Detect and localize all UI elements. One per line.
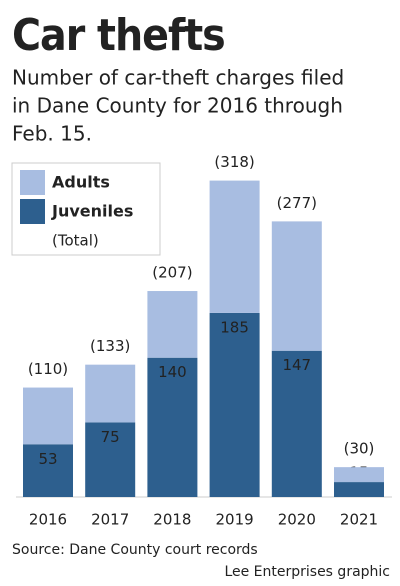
- bar-segment: [85, 422, 136, 497]
- value-label: 140: [158, 363, 187, 381]
- value-label: 53: [38, 450, 57, 468]
- source: Source: Dane County court records: [12, 542, 258, 558]
- total-label: (277): [277, 194, 317, 212]
- subtitle: in Dane County for 2016 through: [12, 94, 343, 118]
- total-label: (318): [214, 153, 254, 171]
- x-tick-label: 2016: [29, 511, 67, 529]
- x-tick-label: 2021: [340, 511, 378, 529]
- bar-segment: [209, 312, 260, 497]
- value-label: 185: [220, 318, 249, 336]
- bar-segment: [271, 350, 322, 497]
- legend-swatch: [20, 170, 45, 195]
- total-label: (133): [90, 337, 130, 355]
- total-label: (207): [152, 264, 192, 282]
- bar-segment: [209, 180, 260, 313]
- total-label: (110): [28, 360, 68, 378]
- x-tick-label: 2020: [278, 511, 316, 529]
- x-tick-label: 2017: [91, 511, 129, 529]
- legend-label: Juveniles: [51, 202, 133, 221]
- bar-segment: [23, 444, 73, 497]
- bar-segment: [271, 221, 322, 351]
- bar-segment: [334, 482, 384, 497]
- subtitle: Feb. 15.: [12, 122, 92, 146]
- bar-segment: [334, 467, 384, 483]
- bar-segment: [23, 387, 73, 445]
- x-tick-label: 2018: [153, 511, 191, 529]
- legend-label: Adults: [52, 173, 110, 192]
- value-label: 147: [282, 356, 311, 374]
- credit: Lee Enterprises graphic: [224, 564, 390, 580]
- chart-title: Car thefts: [12, 10, 225, 61]
- legend-swatch: [20, 199, 45, 224]
- total-label: (30): [344, 440, 375, 458]
- value-label: 75: [101, 428, 120, 446]
- x-tick-label: 2019: [216, 511, 254, 529]
- subtitle: Number of car-theft charges filed: [12, 66, 344, 90]
- legend-label: (Total): [52, 232, 99, 250]
- bar-segment: [147, 357, 198, 497]
- bar-segment: [85, 364, 136, 423]
- bar-segment: [147, 291, 198, 358]
